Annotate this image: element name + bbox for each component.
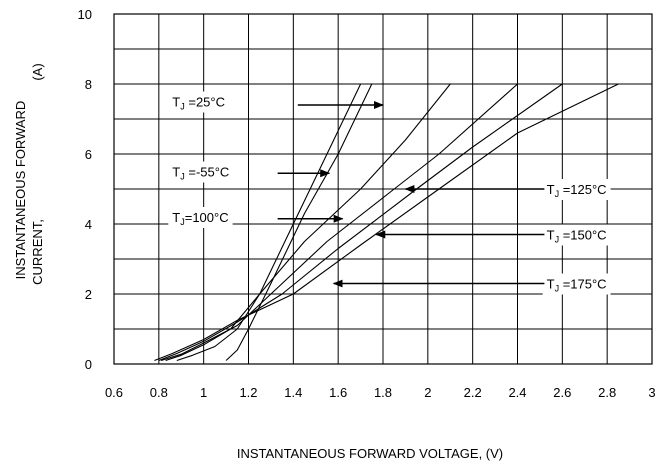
x-tick-label: 1.8 (374, 385, 392, 400)
y-tick-label: 8 (85, 77, 92, 92)
annotation-bg (168, 91, 230, 113)
plot-frame (113, 13, 653, 365)
x-tick-label: 2.4 (508, 385, 526, 400)
annotation-label: TJ=100°C (172, 210, 228, 227)
x-tick-label: 1.2 (239, 385, 257, 400)
annotation-label: TJ =-55°C (172, 165, 229, 182)
series-curve-3 (165, 83, 451, 362)
x-tick-label: 2 (424, 385, 431, 400)
x-tick-label: 0.8 (150, 385, 168, 400)
annotation-bg (542, 224, 611, 246)
annotation-label: TJ =25°C (172, 95, 225, 112)
y-tick-label: 2 (85, 287, 92, 302)
series-curve-2 (225, 83, 373, 361)
x-tick-label: 1.6 (329, 385, 347, 400)
y-axis-title-line1: INSTANTANEOUS FORWARD (13, 101, 28, 280)
y-tick-label: 0 (85, 357, 92, 372)
x-tick-label: 1.4 (284, 385, 302, 400)
x-tick-label: 2.6 (553, 385, 571, 400)
x-tick-label: 2.8 (598, 385, 616, 400)
series-curve-4 (160, 83, 518, 362)
curves-group (154, 83, 619, 362)
annotation-label: TJ =175°C (547, 277, 607, 294)
annotation-bg (168, 161, 234, 183)
annotation-bg (168, 207, 233, 228)
annotation-bg (542, 179, 611, 200)
y-tick-label: 4 (85, 217, 92, 232)
annotation-5: TJ =150°C (375, 224, 611, 246)
annotation-4: TJ =125°C (404, 179, 611, 200)
series-curve-6 (154, 83, 619, 362)
annotation-1: TJ =25°C (168, 91, 384, 113)
annotations-group: TJ =25°C TJ =-55°C TJ=100°C TJ =125°C TJ =15… (168, 91, 611, 295)
annotation-bg (542, 273, 611, 295)
x-tick-label: 0.6 (105, 385, 123, 400)
x-tick-label: 2.2 (464, 385, 482, 400)
series-curve-5 (158, 83, 563, 362)
y-axis-title-line2: CURRENT, (30, 219, 45, 285)
y-axis-title-unit: (A) (30, 63, 45, 80)
annotation-3: TJ=100°C (168, 207, 344, 228)
annotation-label: TJ =150°C (547, 228, 607, 245)
annotation-label: TJ =125°C (547, 182, 607, 199)
annotation-2: TJ =-55°C (168, 161, 331, 183)
x-axis-title: INSTANTANEOUS FORWARD VOLTAGE, (V) (237, 446, 503, 461)
x-tick-label: 3 (648, 385, 655, 400)
y-tick-label: 6 (85, 147, 92, 162)
y-tick-label: 10 (78, 7, 92, 22)
x-tick-labels: 0.6 0.8 1 1.2 1.4 1.6 1.8 2 2.2 2.4 2.6 2.8 3 (105, 385, 656, 400)
annotation-6: TJ =175°C (332, 273, 611, 295)
series-curve-1 (176, 83, 362, 362)
x-tick-label: 1 (200, 385, 207, 400)
y-tick-labels: 0 2 4 6 8 10 (78, 7, 92, 372)
